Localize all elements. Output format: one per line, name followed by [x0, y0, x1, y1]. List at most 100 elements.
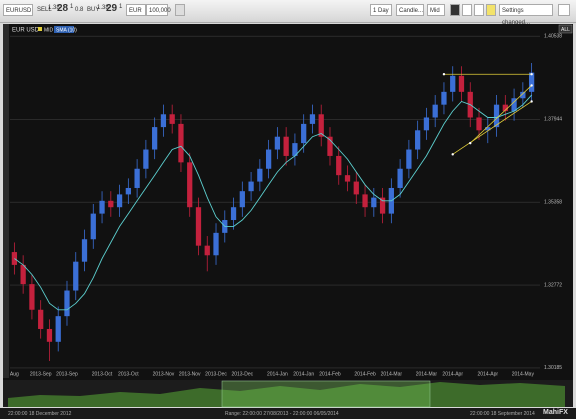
sell-pips[interactable]: 28 — [57, 3, 69, 14]
legend-badge — [54, 26, 74, 33]
candle-body — [239, 191, 245, 208]
toolbar: EURUSD SELL 1.38 28 1 0.8 BUY 1.38 29 1 … — [0, 0, 576, 26]
candle-body — [353, 181, 359, 195]
range-label: Range: 22:00:00 27/08/2013 - 22:00:00 06… — [225, 411, 339, 417]
footer: 22:00:00 18 December 2012 Range: 22:00:0… — [0, 408, 576, 419]
candle-body — [371, 197, 377, 208]
style-select[interactable]: Candle... — [396, 4, 424, 16]
candle-body — [511, 98, 517, 112]
range-start: 22:00:00 18 December 2012 — [8, 411, 72, 417]
candle-body — [292, 143, 298, 156]
candle-body — [265, 149, 272, 169]
candle-body — [520, 91, 526, 99]
candle-body — [362, 194, 368, 208]
buy-label: BUY — [87, 7, 100, 13]
candle-body — [493, 104, 500, 128]
candle-body — [318, 114, 324, 137]
candle-body — [152, 127, 158, 150]
buy-frac: 1 — [119, 4, 123, 10]
tool-button[interactable] — [462, 4, 472, 16]
candle-body — [301, 123, 307, 144]
candle-body — [336, 155, 342, 176]
buy-big[interactable]: 1.38 — [97, 5, 109, 11]
symbol-select[interactable]: EURUSD — [3, 4, 33, 16]
candle-body — [406, 149, 412, 169]
candle-body — [283, 136, 289, 156]
y-tick-label: 1.32772 — [544, 282, 562, 288]
zoom-all-label[interactable]: ALL — [561, 27, 570, 33]
settings-button[interactable] — [558, 4, 570, 16]
tool-button[interactable] — [450, 4, 460, 16]
candle-body — [450, 75, 456, 92]
candle-body — [502, 104, 508, 112]
x-tick-label: 2014-Mar — [416, 371, 438, 377]
candle-body — [379, 197, 386, 214]
candle-body — [73, 261, 79, 291]
chart-title: EUR USD — [12, 28, 40, 34]
period-select[interactable]: 1 Day — [370, 4, 392, 16]
candle-body — [29, 284, 35, 310]
candle-body — [195, 207, 202, 246]
tool-button[interactable] — [486, 4, 496, 16]
candle-body — [125, 187, 131, 195]
candle-body — [274, 136, 281, 150]
x-tick-label: 2013-Oct — [92, 371, 113, 377]
candle-body — [160, 114, 167, 128]
x-tick-label: 2014-Feb — [354, 371, 376, 377]
brand: MahiFX — [543, 409, 568, 416]
trendline-handle — [530, 84, 533, 87]
trendline — [469, 85, 532, 144]
x-tick-label: 2014-Jan — [267, 371, 288, 377]
sell-frac: 1 — [70, 4, 74, 10]
x-tick-label: 2013-Sep — [30, 371, 52, 377]
candle-body — [187, 162, 193, 208]
candle-body — [178, 123, 184, 163]
candle-body — [528, 72, 535, 92]
candle-body — [230, 207, 237, 221]
candle-body — [169, 114, 175, 124]
candle-body — [309, 114, 316, 124]
range-selector[interactable] — [221, 380, 431, 408]
y-tick-label: 1.30185 — [544, 365, 562, 371]
buy-pips[interactable]: 29 — [106, 3, 118, 14]
y-tick-label: 1.35358 — [544, 199, 562, 205]
candle-body — [99, 200, 105, 214]
candle-body — [38, 309, 44, 329]
sell-big[interactable]: 1.38 — [48, 5, 60, 11]
candle-body — [476, 117, 482, 131]
candle-body — [108, 200, 114, 208]
zoom-all-button[interactable] — [558, 24, 573, 34]
tool-button[interactable] — [474, 4, 484, 16]
candle-body — [64, 290, 70, 317]
chart: EUR USD MID SMA (10) ALL 1.40538 1.37944 1… — [3, 24, 573, 408]
x-tick-label: 2014-Apr — [442, 371, 463, 377]
price-select[interactable]: Mid — [427, 4, 445, 16]
candle-body — [397, 168, 403, 188]
sell-label: SELL — [37, 7, 52, 13]
legend-entry: SMA (10) — [56, 27, 77, 33]
trendline-handle — [530, 100, 533, 103]
x-tick-label: 2013-Nov — [179, 371, 201, 377]
candle-body — [423, 117, 430, 131]
y-tick-label: 1.40538 — [544, 33, 562, 39]
candle-body — [344, 175, 351, 182]
candle-body — [81, 239, 88, 262]
trendline — [452, 101, 532, 155]
legend-swatch — [38, 27, 42, 31]
candle-body — [20, 264, 26, 285]
candle-body — [143, 149, 149, 169]
chart-button[interactable] — [175, 4, 185, 16]
x-tick-label: 2014-Jan — [293, 371, 314, 377]
x-tick-label: 2014-May — [512, 371, 535, 377]
candle-body — [248, 181, 254, 192]
settings-select[interactable]: Settings changed... — [499, 4, 553, 26]
candle-body — [327, 136, 333, 156]
trendline-handle — [442, 73, 446, 76]
candle-body — [415, 130, 421, 150]
amount-input[interactable]: 100,000 — [146, 4, 171, 16]
currency-select[interactable]: EUR — [126, 4, 146, 16]
side-bar — [3, 24, 9, 378]
trendline-handle — [530, 73, 533, 76]
x-tick-label: Aug — [10, 371, 19, 377]
